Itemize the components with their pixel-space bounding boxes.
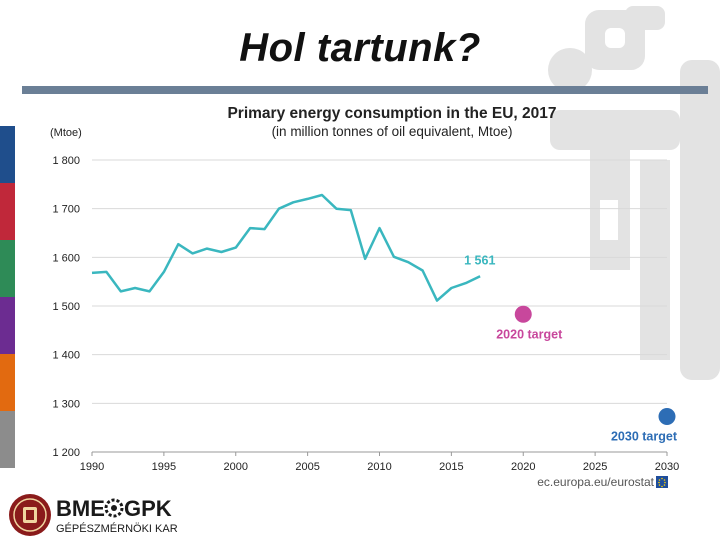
x-tick-label: 2025 [583,461,607,473]
target-label: 2020 target [496,327,563,341]
source-label: ec.europa.eu/eurostat [537,475,654,489]
slide-title: Hol tartunk? [239,26,481,70]
title-divider [22,86,708,94]
color-strip-segment [0,240,15,297]
y-tick-label: 1 500 [52,301,80,313]
color-strip [0,126,15,468]
chart-title: Primary energy consumption in the EU, 20… [227,105,556,122]
x-tick-label: 2020 [511,461,535,473]
target-label: 2030 target [611,429,678,443]
gear-icon [104,498,124,518]
x-tick-label: 2010 [367,461,391,473]
y-tick-label: 1 200 [52,447,80,459]
university-crest-watermark [548,6,720,380]
y-axis-label: (Mtoe) [50,127,82,139]
series-line [91,193,481,302]
x-tick-label: 2030 [655,461,679,473]
eurostat-logo-icon [656,476,668,488]
value-annotation: 1 561 [464,253,495,267]
x-tick-label: 2015 [439,461,463,473]
bme-gpk-logo: BME GPK GÉPÉSZMÉRNÖKI KAR [9,494,178,536]
chart-subtitle: (in million tonnes of oil equivalent, Mt… [272,124,513,139]
y-tick-label: 1 300 [52,398,80,410]
x-tick-label: 2005 [295,461,319,473]
color-strip-segment [0,411,15,468]
x-tick-label: 1990 [80,461,104,473]
color-strip-segment [0,183,15,240]
faculty-seal-icon [9,494,51,536]
color-strip-segment [0,126,15,183]
logo-subtitle: GÉPÉSZMÉRNÖKI KAR [56,522,178,535]
y-tick-label: 1 600 [52,252,80,264]
x-tick-label: 2000 [224,461,248,473]
color-strip-segment [0,297,15,354]
y-tick-label: 1 400 [52,350,80,362]
y-tick-label: 1 700 [52,204,80,216]
y-tick-label: 1 800 [52,155,80,167]
color-strip-segment [0,354,15,411]
logo-brand-left: BME [56,496,105,521]
target-point [514,305,532,323]
target-point [658,407,676,425]
logo-brand-right: GPK [124,496,172,521]
x-tick-label: 1995 [152,461,176,473]
